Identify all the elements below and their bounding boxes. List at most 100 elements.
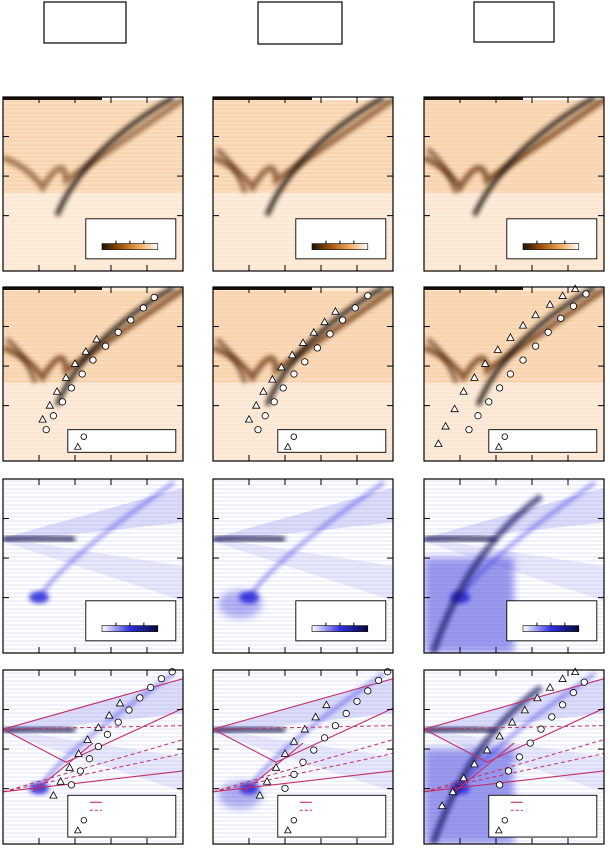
circle-marker — [301, 358, 309, 366]
panels — [2, 96, 605, 845]
circle-marker — [42, 426, 50, 434]
circle-marker — [78, 370, 86, 378]
triangle-marker — [506, 333, 515, 341]
triangle-marker — [280, 749, 290, 757]
legend-circle-marker — [290, 433, 297, 440]
colorbar-box — [295, 218, 387, 260]
heatmap-r3c3 — [424, 479, 604, 653]
colorbar — [522, 625, 580, 632]
theory-line-solid — [3, 770, 183, 793]
triangle-marker — [322, 700, 331, 709]
triangle-marker — [259, 386, 268, 395]
panel-frame — [423, 286, 605, 462]
colorbar — [311, 243, 369, 250]
dispersion-branch-left — [215, 337, 248, 384]
panel-r1c2 — [212, 96, 394, 272]
circle-marker — [67, 384, 76, 392]
flat-band — [424, 727, 496, 733]
header-label-box-1 — [43, 1, 127, 44]
circle-marker — [89, 356, 97, 364]
circle-marker — [103, 730, 112, 738]
triangle-marker — [70, 359, 80, 367]
circle-marker — [548, 713, 556, 721]
top-band — [3, 97, 102, 100]
circle-marker — [76, 767, 85, 775]
theory-line-solid — [33, 742, 94, 793]
triangle-marker — [115, 698, 125, 707]
header-label-box-3 — [473, 1, 555, 43]
circle-marker — [351, 304, 359, 312]
panel-frame — [212, 669, 394, 845]
circle-marker — [58, 398, 67, 406]
dispersion-branch-main — [472, 97, 597, 217]
circle-marker — [313, 344, 321, 352]
circle-marker — [320, 734, 329, 742]
theory-line-solid — [213, 678, 393, 730]
circle-marker — [353, 697, 361, 705]
colorbar-box — [295, 600, 387, 642]
circle-marker — [331, 722, 339, 730]
circle-marker — [290, 370, 298, 378]
dispersion-branch-outer — [3, 287, 183, 383]
triangle-marker — [92, 334, 101, 343]
triangle-marker — [268, 374, 277, 383]
legend-triangle-marker — [283, 442, 292, 450]
dispersion-branch — [37, 481, 175, 599]
circle-marker — [504, 767, 513, 775]
colorbar — [311, 625, 369, 632]
panel-r3c1 — [2, 478, 184, 654]
legend-triangle-marker — [494, 826, 503, 834]
triangle-marker — [482, 745, 492, 754]
legend-triangle-marker — [73, 826, 82, 834]
panel-frame — [212, 478, 394, 654]
circle-marker — [299, 758, 307, 766]
triangle-marker — [570, 667, 580, 676]
colorbar-box — [506, 218, 598, 260]
legend-box — [277, 794, 387, 838]
triangle-marker — [309, 327, 319, 336]
panel-frame — [212, 96, 394, 272]
triangle-marker — [74, 749, 83, 757]
triangle-marker — [507, 717, 517, 726]
legend-circle-marker — [501, 817, 508, 824]
cone-lower — [3, 538, 183, 601]
panel-frame — [2, 669, 184, 845]
circle-marker — [49, 412, 58, 420]
legend-triangle-marker — [73, 442, 82, 450]
colorbar — [522, 243, 580, 250]
theory-line-solid — [243, 742, 304, 793]
triangle-marker — [38, 414, 47, 423]
dispersion-branch — [247, 672, 385, 790]
theory-line-solid — [424, 678, 604, 730]
triangle-marker — [520, 705, 530, 714]
flat-band — [3, 727, 75, 733]
theory-line-dashed — [3, 739, 183, 793]
legend-box — [488, 429, 598, 453]
panel-r4c3 — [423, 667, 605, 845]
top-band — [424, 287, 523, 290]
triangle-marker — [331, 306, 340, 315]
triangle-marker — [271, 763, 281, 771]
circle-marker — [85, 755, 94, 763]
panel-r3c3 — [423, 478, 605, 654]
cone-upper — [424, 487, 604, 542]
flat-band — [213, 727, 285, 733]
triangle-marker — [65, 763, 74, 771]
triangle-marker — [437, 801, 447, 809]
flat-band — [3, 536, 75, 542]
circle-marker — [580, 678, 588, 686]
circle-marker — [519, 356, 527, 364]
diffuse-spot — [218, 590, 262, 619]
dispersion-branch-main — [264, 97, 386, 217]
flat-band — [424, 536, 496, 542]
theory-line-solid — [213, 770, 393, 793]
legend-box — [67, 429, 177, 453]
theory-line-dashed — [424, 739, 604, 793]
cone-upper — [213, 678, 393, 733]
cone-lower — [213, 538, 393, 601]
colorbar-box — [506, 600, 598, 642]
triangle-marker — [450, 404, 459, 413]
panel-r1c1 — [2, 96, 184, 272]
triangle-marker — [558, 674, 567, 682]
panel-frame — [423, 96, 605, 272]
